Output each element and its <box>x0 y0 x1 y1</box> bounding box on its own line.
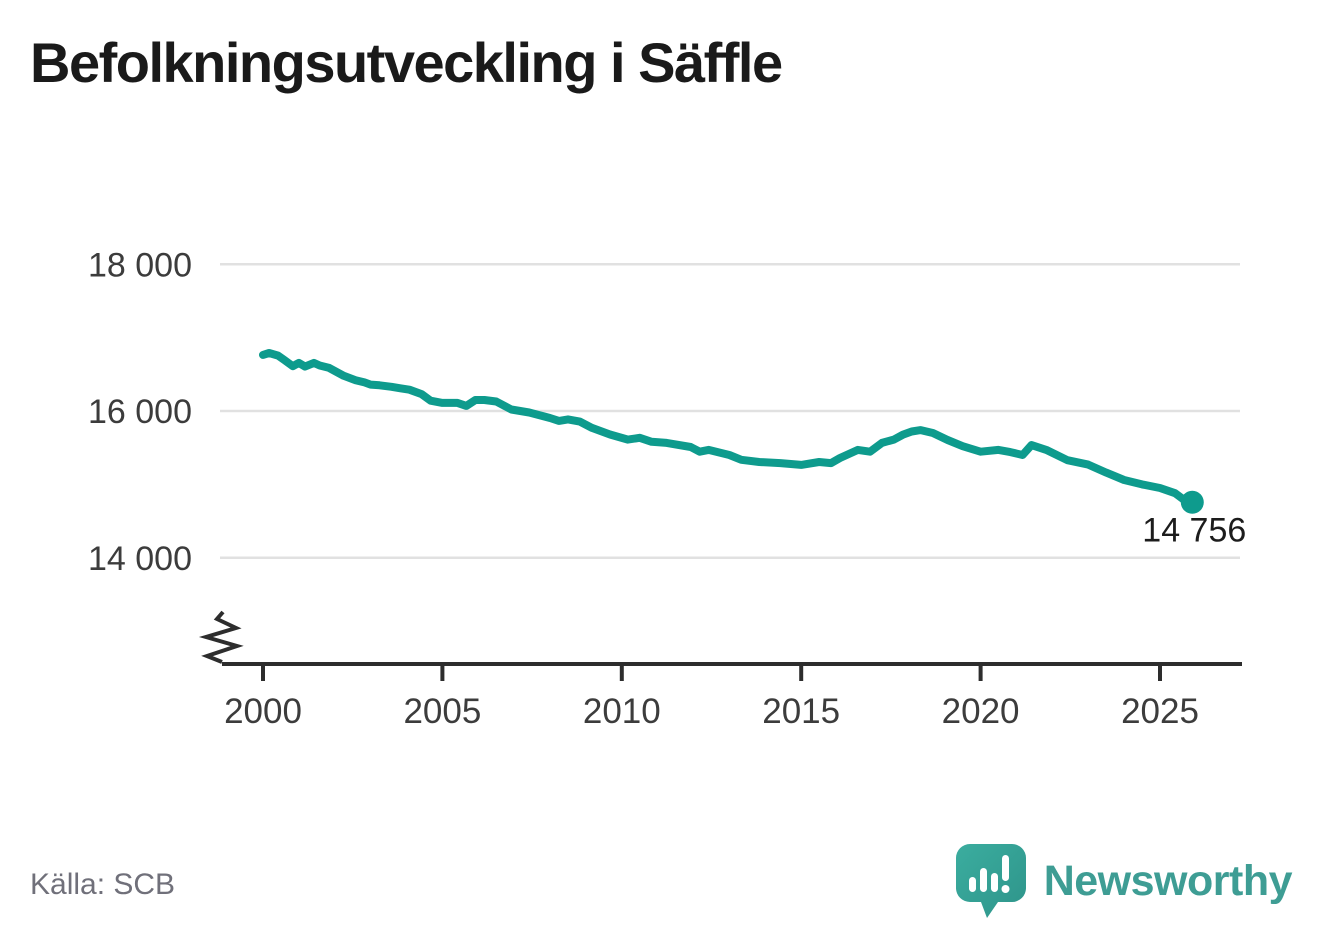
y-tick-label: 18 000 <box>88 246 192 284</box>
x-tick-label: 2000 <box>224 692 302 731</box>
end-point-dot <box>1180 490 1204 514</box>
x-tick-label: 2010 <box>583 692 661 731</box>
newsworthy-wordmark: Newsworthy <box>1043 856 1293 905</box>
chart-title: Befolkningsutveckling i Säffle <box>30 31 783 94</box>
population-line <box>259 349 1197 507</box>
y-tick-label: 14 000 <box>88 540 192 578</box>
source-label: Källa: SCB <box>30 868 176 901</box>
bar-chart-icon <box>968 855 1010 893</box>
end-value-label: 14 756 <box>1142 511 1246 549</box>
x-tick-label: 2005 <box>403 692 481 731</box>
x-tick-label: 2020 <box>942 692 1020 731</box>
x-tick-label: 2025 <box>1121 692 1199 731</box>
y-tick-label: 16 000 <box>88 393 192 431</box>
x-tick-label: 2015 <box>762 692 840 731</box>
axis-break-icon <box>198 610 244 664</box>
newsworthy-bubble-icon <box>955 844 1026 918</box>
newsworthy-logo: Newsworthy <box>952 840 1293 922</box>
